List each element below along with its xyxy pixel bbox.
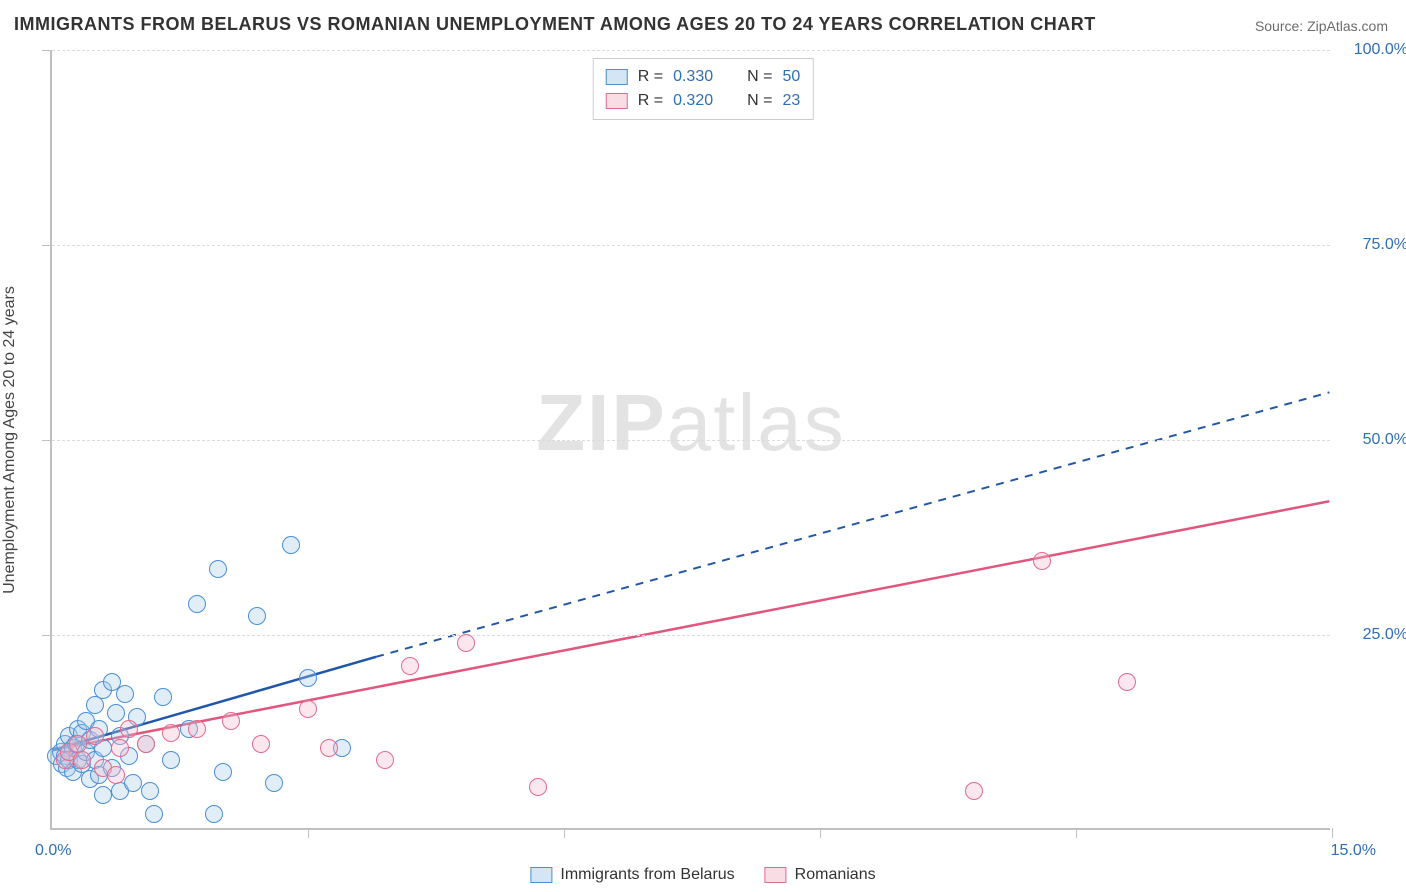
x-axis-min-label: 0.0% <box>35 842 71 860</box>
trend-line <box>376 392 1329 657</box>
legend-swatch <box>606 69 628 85</box>
scatter-point <box>282 536 300 554</box>
scatter-point <box>162 751 180 769</box>
stat-legend-row: R = 0.330 N = 50 <box>606 65 801 89</box>
watermark-light: atlas <box>667 378 846 467</box>
scatter-point <box>320 739 338 757</box>
r-label: R = <box>638 68 663 86</box>
y-axis-label: Unemployment Among Ages 20 to 24 years <box>1 286 19 594</box>
scatter-point <box>162 724 180 742</box>
correlation-chart: IMMIGRANTS FROM BELARUS VS ROMANIAN UNEM… <box>0 0 1406 892</box>
scatter-point <box>116 685 134 703</box>
scatter-point <box>73 751 91 769</box>
y-tick-label: 50.0% <box>1363 431 1406 449</box>
scatter-point <box>120 720 138 738</box>
gridline <box>52 635 1330 636</box>
gridline <box>52 440 1330 441</box>
scatter-point <box>529 778 547 796</box>
scatter-point <box>457 634 475 652</box>
plot-area: ZIPatlas 25.0%50.0%75.0%100.0% <box>50 50 1330 830</box>
n-label: N = <box>747 68 772 86</box>
legend-item: Romanians <box>765 866 876 884</box>
stat-legend: R = 0.330 N = 50 R = 0.320 N = 23 <box>593 58 814 120</box>
y-tick-label: 25.0% <box>1363 626 1406 644</box>
scatter-point <box>124 774 142 792</box>
gridline <box>52 245 1330 246</box>
scatter-point <box>214 763 232 781</box>
n-value: 23 <box>782 92 800 110</box>
scatter-point <box>252 735 270 753</box>
x-tick <box>1332 828 1333 838</box>
scatter-point <box>299 700 317 718</box>
legend-swatch <box>765 867 787 883</box>
scatter-point <box>205 805 223 823</box>
scatter-point <box>94 786 112 804</box>
scatter-point <box>1033 552 1051 570</box>
stat-legend-row: R = 0.320 N = 23 <box>606 89 801 113</box>
chart-title: IMMIGRANTS FROM BELARUS VS ROMANIAN UNEM… <box>14 14 1096 35</box>
x-tick <box>308 828 309 838</box>
scatter-point <box>154 688 172 706</box>
y-tick <box>42 440 52 441</box>
y-tick <box>42 50 52 51</box>
scatter-point <box>145 805 163 823</box>
series-legend: Immigrants from Belarus Romanians <box>530 866 875 884</box>
scatter-point <box>188 720 206 738</box>
watermark: ZIPatlas <box>536 377 845 469</box>
gridline <box>52 50 1330 51</box>
legend-swatch <box>606 93 628 109</box>
scatter-point <box>188 595 206 613</box>
y-tick <box>42 635 52 636</box>
scatter-point <box>965 782 983 800</box>
y-tick-label: 100.0% <box>1354 41 1406 59</box>
legend-item: Immigrants from Belarus <box>530 866 734 884</box>
scatter-point <box>299 669 317 687</box>
source-attribution: Source: ZipAtlas.com <box>1255 18 1388 34</box>
legend-swatch <box>530 867 552 883</box>
legend-label: Immigrants from Belarus <box>560 866 734 884</box>
r-value: 0.330 <box>673 68 713 86</box>
x-axis-max-label: 15.0% <box>1331 842 1376 860</box>
r-value: 0.320 <box>673 92 713 110</box>
y-tick-label: 75.0% <box>1363 236 1406 254</box>
scatter-point <box>265 774 283 792</box>
y-tick <box>42 245 52 246</box>
scatter-point <box>137 735 155 753</box>
scatter-point <box>86 696 104 714</box>
watermark-bold: ZIP <box>536 378 666 467</box>
trend-line <box>53 501 1330 750</box>
scatter-point <box>401 657 419 675</box>
scatter-point <box>1118 673 1136 691</box>
scatter-point <box>141 782 159 800</box>
scatter-point <box>222 712 240 730</box>
scatter-point <box>209 560 227 578</box>
x-tick <box>820 828 821 838</box>
scatter-point <box>107 704 125 722</box>
x-tick <box>1076 828 1077 838</box>
r-label: R = <box>638 92 663 110</box>
legend-label: Romanians <box>795 866 876 884</box>
n-label: N = <box>747 92 772 110</box>
scatter-point <box>86 727 104 745</box>
scatter-point <box>248 607 266 625</box>
scatter-point <box>376 751 394 769</box>
trend-lines-overlay <box>52 50 1330 828</box>
x-tick <box>564 828 565 838</box>
n-value: 50 <box>782 68 800 86</box>
scatter-point <box>107 766 125 784</box>
scatter-point <box>111 739 129 757</box>
